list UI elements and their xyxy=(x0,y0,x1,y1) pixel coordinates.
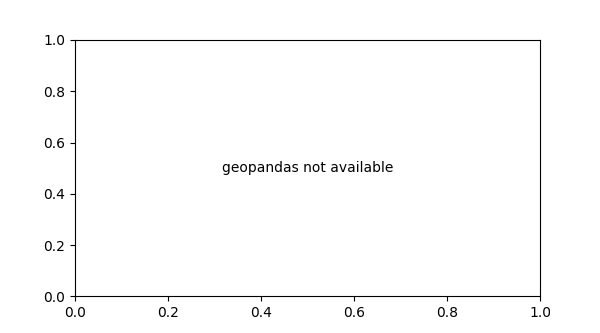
Text: geopandas not available: geopandas not available xyxy=(222,161,393,175)
